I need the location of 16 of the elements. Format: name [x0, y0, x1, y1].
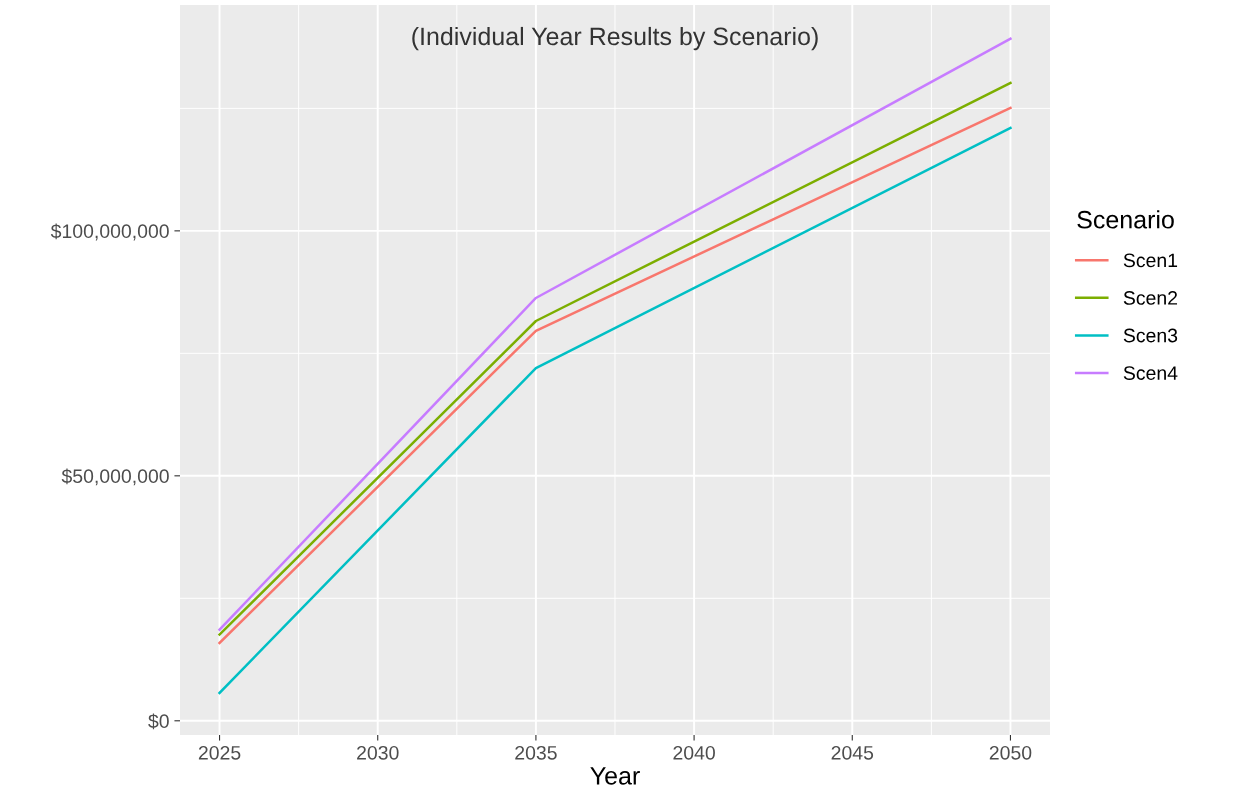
x-axis-title: Year: [590, 767, 640, 785]
legend-label: Scen3: [1123, 328, 1178, 343]
y-tick-label: $100,000,000: [50, 223, 169, 241]
x-tick-label: 2035: [515, 745, 557, 760]
x-tick-label: 2030: [357, 745, 399, 760]
legend-label: Scen4: [1123, 366, 1178, 380]
y-tick-label: $0: [148, 713, 169, 730]
text: (Individual Year Results by Scenario): [412, 26, 818, 51]
x-tick-label: 2050: [989, 745, 1032, 760]
x-tick-label: 2040: [673, 745, 715, 760]
x-tick-label: 2045: [831, 745, 874, 760]
legend-label: Scen2: [1123, 291, 1178, 305]
y-tick-label: $50,000,000: [61, 468, 169, 486]
x-tick-label: 2025: [198, 745, 241, 760]
legend-title: Scenario: [1077, 210, 1174, 229]
legend-label: Scen1: [1123, 253, 1178, 268]
